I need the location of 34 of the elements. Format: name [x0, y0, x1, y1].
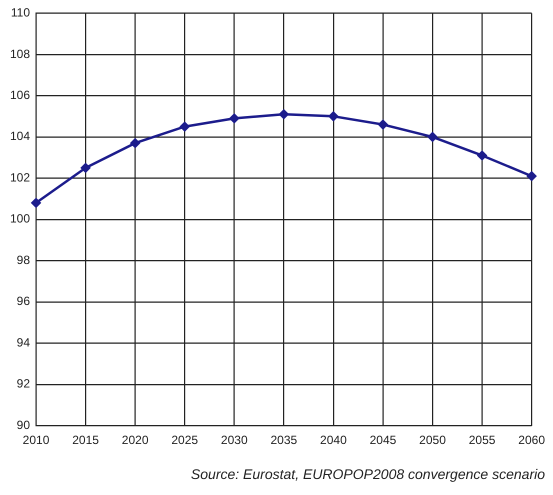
x-tick-label: 2025 [171, 433, 198, 448]
point [230, 114, 240, 124]
point [31, 198, 41, 208]
point [428, 132, 438, 142]
x-tick-label: 2030 [220, 433, 248, 448]
y-tick-label: 102 [10, 170, 30, 184]
point [378, 120, 388, 130]
point [180, 122, 190, 132]
y-tick-label: 100 [10, 212, 30, 226]
x-tick-label: 2010 [22, 433, 50, 448]
point [328, 112, 338, 122]
point [279, 109, 289, 119]
y-tick-label: 90 [16, 418, 30, 432]
y-tick-label: 110 [10, 6, 30, 20]
x-tick-label: 2055 [468, 433, 496, 448]
x-tick-label: 2060 [518, 433, 546, 448]
y-tick-label: 94 [16, 335, 30, 350]
source-note: Source: Eurostat, EUROPOP2008 convergence scenario [190, 466, 545, 482]
y-tick-label: 98 [16, 252, 30, 267]
x-tick-label: 2015 [72, 433, 100, 448]
x-tick-label: 2050 [419, 433, 446, 448]
y-tick-label: 106 [10, 88, 30, 102]
x-tick-label: 2045 [370, 433, 397, 448]
y-tick-label: 96 [16, 294, 30, 308]
point [80, 163, 90, 173]
point [526, 171, 536, 181]
y-tick-label: 104 [10, 129, 30, 144]
y-tick-label: 92 [16, 376, 30, 391]
x-tick-label: 2035 [270, 433, 298, 448]
point [477, 150, 487, 160]
point [130, 138, 140, 148]
x-tick-label: 2040 [320, 433, 348, 448]
y-tick-label: 108 [10, 46, 30, 61]
x-tick-label: 2020 [122, 433, 149, 448]
